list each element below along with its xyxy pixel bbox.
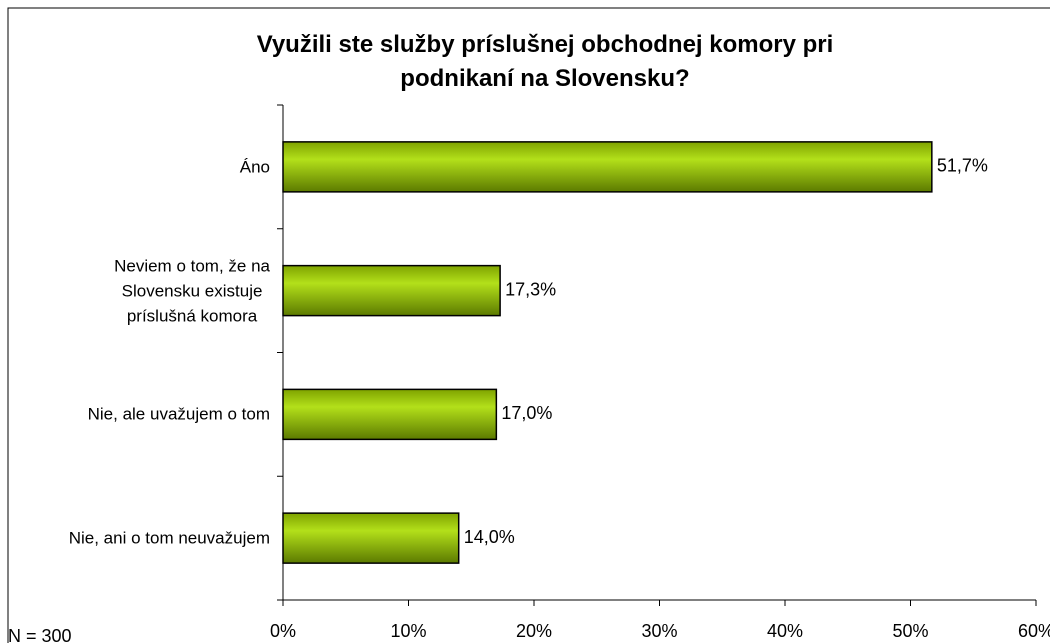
category-label: Áno	[239, 157, 270, 177]
category-label: Nie, ale uvažujem o tom	[87, 404, 270, 424]
x-tick-label: 20%	[516, 621, 552, 641]
value-label: 14,0%	[464, 527, 515, 547]
note: N = 300	[8, 626, 72, 643]
x-tick-label: 60%	[1018, 621, 1050, 641]
x-tick-label: 0%	[270, 621, 296, 641]
x-tick-label: 40%	[767, 621, 803, 641]
bar	[282, 512, 460, 564]
bar	[282, 141, 933, 193]
value-label: 51,7%	[937, 156, 988, 176]
value-label: 17,0%	[501, 403, 552, 423]
x-tick-label: 30%	[641, 621, 677, 641]
category-label: Nie, ani o tom neuvažujem	[68, 528, 270, 548]
bar	[282, 264, 501, 317]
value-label: 17,3%	[505, 279, 556, 299]
chart-title: Využili ste služby príslušnej obchodnej …	[256, 31, 834, 92]
frame	[7, 7, 1050, 643]
x-tick-label: 50%	[892, 621, 928, 641]
bar	[282, 388, 498, 441]
category-label: Neviem o tom, že na Slovensku existuje p…	[114, 256, 270, 326]
x-tick-label: 10%	[390, 621, 426, 641]
